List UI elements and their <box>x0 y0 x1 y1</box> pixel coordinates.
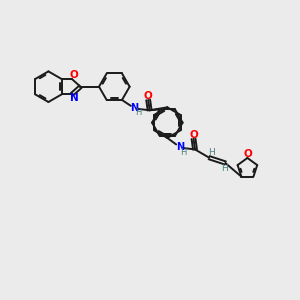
Text: N: N <box>130 103 138 113</box>
Text: H: H <box>221 164 227 173</box>
Text: O: O <box>189 130 198 140</box>
Text: O: O <box>70 70 78 80</box>
Text: N: N <box>176 142 184 152</box>
Text: O: O <box>243 149 252 159</box>
Text: N: N <box>70 94 78 103</box>
Text: O: O <box>144 91 153 101</box>
Text: H: H <box>181 148 187 157</box>
Text: H: H <box>135 108 142 117</box>
Text: H: H <box>208 148 215 157</box>
